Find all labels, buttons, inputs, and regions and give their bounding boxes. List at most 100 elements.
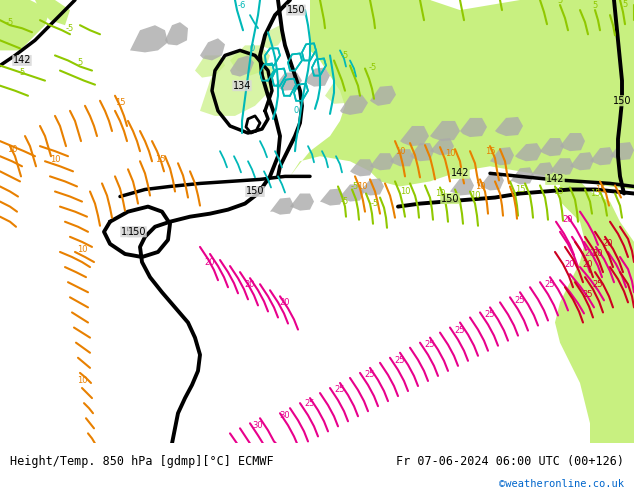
Polygon shape: [480, 172, 504, 191]
Text: 25: 25: [545, 280, 555, 289]
Text: 15: 15: [485, 147, 495, 156]
Text: -5: -5: [369, 63, 377, 72]
Polygon shape: [370, 153, 394, 171]
Polygon shape: [0, 0, 50, 50]
Polygon shape: [260, 25, 285, 49]
Polygon shape: [560, 133, 585, 151]
Text: 25: 25: [515, 296, 525, 305]
Polygon shape: [195, 55, 225, 77]
Text: 5: 5: [592, 0, 598, 9]
Text: Height/Temp. 850 hPa [gdmp][°C] ECMWF: Height/Temp. 850 hPa [gdmp][°C] ECMWF: [10, 455, 273, 467]
Text: 150: 150: [612, 96, 631, 106]
Polygon shape: [590, 147, 614, 165]
Text: 30: 30: [280, 411, 290, 420]
Text: 20: 20: [280, 298, 290, 307]
Polygon shape: [275, 73, 302, 91]
Text: 20: 20: [603, 240, 613, 248]
Polygon shape: [325, 81, 356, 104]
Text: 10: 10: [400, 187, 410, 196]
Polygon shape: [165, 22, 188, 46]
Text: 30: 30: [253, 421, 263, 430]
Text: 10: 10: [49, 155, 60, 164]
Polygon shape: [290, 0, 634, 190]
Text: -6: -6: [238, 0, 246, 9]
Polygon shape: [490, 147, 514, 165]
Text: -5: -5: [351, 182, 359, 191]
Polygon shape: [605, 333, 634, 443]
Text: 10: 10: [7, 145, 17, 154]
Text: 5: 5: [557, 0, 562, 4]
Text: 20: 20: [583, 260, 593, 269]
Polygon shape: [35, 0, 70, 25]
Polygon shape: [510, 167, 534, 184]
Polygon shape: [320, 189, 344, 206]
Text: 150: 150: [246, 187, 264, 196]
Polygon shape: [130, 25, 168, 52]
Text: 10: 10: [444, 148, 455, 158]
Text: 20: 20: [205, 258, 216, 267]
Polygon shape: [350, 159, 374, 176]
Polygon shape: [230, 55, 254, 76]
Text: 142: 142: [451, 169, 469, 178]
Polygon shape: [360, 66, 387, 87]
Text: -5: -5: [371, 199, 379, 208]
Polygon shape: [230, 46, 270, 75]
Polygon shape: [540, 138, 564, 156]
Text: -5: -5: [66, 24, 74, 33]
Polygon shape: [400, 78, 428, 99]
Text: 15: 15: [515, 185, 525, 194]
Polygon shape: [310, 0, 440, 50]
Polygon shape: [570, 152, 594, 171]
Text: 150: 150: [287, 5, 305, 15]
Text: 20: 20: [565, 260, 575, 269]
Text: 0: 0: [249, 44, 255, 53]
Text: 142: 142: [546, 174, 564, 184]
Polygon shape: [555, 176, 634, 443]
Text: 20: 20: [245, 280, 256, 289]
Text: 25: 25: [335, 385, 346, 393]
Polygon shape: [460, 118, 487, 137]
Polygon shape: [290, 194, 314, 211]
Polygon shape: [495, 117, 523, 136]
Text: 5: 5: [20, 68, 25, 77]
Text: 25: 25: [395, 356, 405, 366]
Polygon shape: [400, 126, 429, 146]
Polygon shape: [410, 143, 434, 161]
Text: -5: -5: [341, 51, 349, 60]
Polygon shape: [430, 121, 460, 141]
Text: 10: 10: [357, 182, 367, 191]
Text: 25: 25: [425, 340, 436, 349]
Polygon shape: [610, 142, 634, 160]
Polygon shape: [430, 138, 454, 155]
Text: 25: 25: [593, 280, 603, 289]
Text: 10: 10: [435, 189, 445, 198]
Polygon shape: [370, 86, 396, 106]
Text: 25: 25: [485, 310, 495, 319]
Polygon shape: [400, 0, 440, 20]
Text: 25: 25: [583, 290, 593, 299]
Text: 15: 15: [595, 185, 605, 194]
Text: 150: 150: [441, 194, 459, 203]
Polygon shape: [305, 68, 330, 87]
Text: 150: 150: [127, 227, 146, 237]
Text: 25: 25: [455, 326, 465, 335]
Text: ©weatheronline.co.uk: ©weatheronline.co.uk: [500, 479, 624, 490]
Text: -5: -5: [341, 197, 349, 206]
Text: 15: 15: [115, 98, 126, 107]
Text: 25: 25: [365, 370, 375, 379]
Text: 25: 25: [305, 399, 315, 408]
Text: 20: 20: [593, 249, 603, 259]
Polygon shape: [200, 50, 275, 116]
Text: 10: 10: [475, 182, 485, 191]
Text: 20: 20: [585, 249, 595, 259]
Text: 10: 10: [470, 191, 480, 200]
Polygon shape: [450, 177, 474, 196]
Polygon shape: [515, 143, 542, 161]
Text: 0: 0: [294, 106, 299, 115]
Text: 10: 10: [395, 147, 405, 156]
Polygon shape: [390, 149, 414, 166]
Text: Fr 07-06-2024 06:00 UTC (00+126): Fr 07-06-2024 06:00 UTC (00+126): [396, 455, 624, 467]
Polygon shape: [550, 158, 574, 175]
Text: 15: 15: [155, 155, 165, 164]
Text: 20: 20: [563, 215, 573, 224]
